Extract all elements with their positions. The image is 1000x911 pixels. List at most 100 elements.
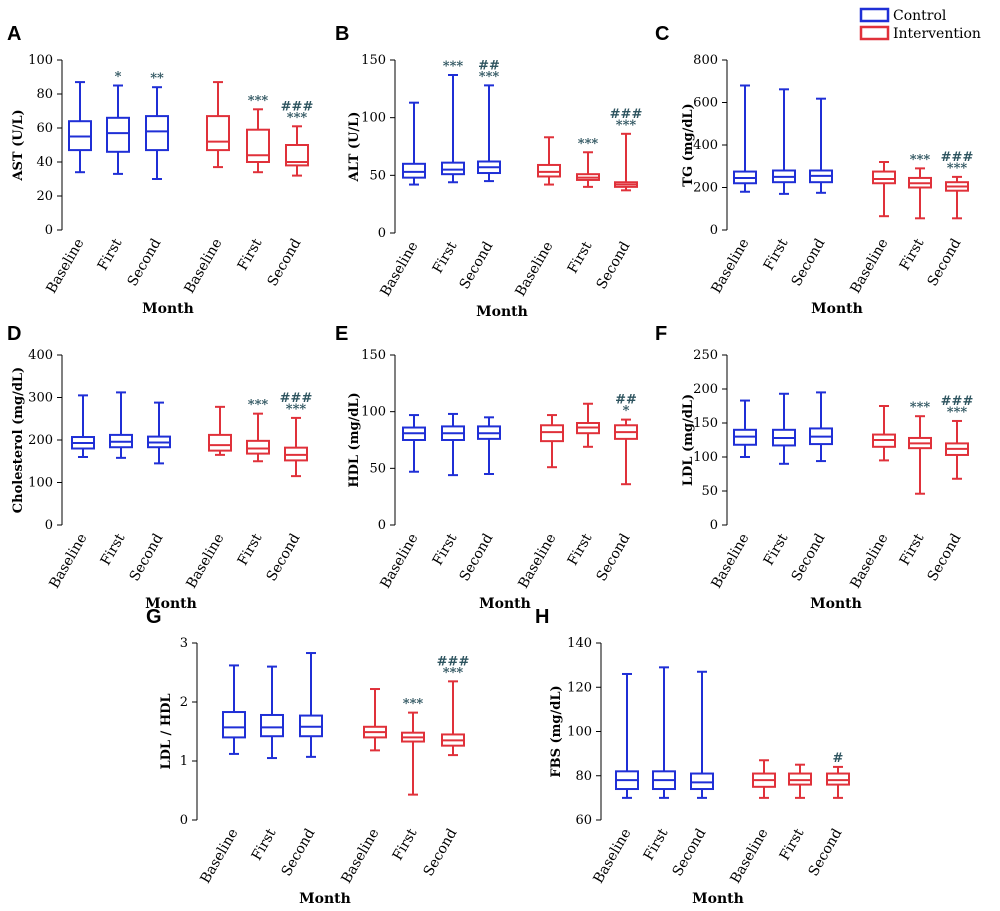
x-tick-label: Second bbox=[789, 236, 829, 289]
y-tick-label: 140 bbox=[567, 636, 592, 651]
x-tick-label: Baseline bbox=[46, 531, 90, 591]
panel-letter: F bbox=[655, 323, 667, 345]
significance-mark: *** bbox=[403, 697, 424, 712]
y-tick-label: 100 bbox=[361, 405, 386, 420]
box-control-3 bbox=[809, 391, 833, 463]
y-tick-label: 600 bbox=[693, 96, 718, 111]
box-intervention-3: ###*** bbox=[941, 150, 974, 220]
box-control-3 bbox=[477, 416, 501, 475]
legend-label-control: Control bbox=[893, 8, 947, 24]
box-control-2 bbox=[260, 665, 284, 760]
x-tick-label: First bbox=[761, 236, 792, 274]
y-tick-label: 50 bbox=[369, 461, 386, 476]
x-tick-label: Second bbox=[127, 531, 167, 584]
box-intervention-1 bbox=[537, 136, 561, 186]
y-tick-label: 400 bbox=[28, 348, 53, 363]
box-iqr bbox=[788, 772, 812, 786]
y-tick-label: 0 bbox=[378, 226, 386, 241]
x-tick-label: Second bbox=[421, 826, 461, 879]
legend-label-intervention: Intervention bbox=[893, 26, 981, 42]
y-tick-label: 80 bbox=[575, 769, 592, 784]
box-iqr bbox=[145, 115, 169, 152]
box-control-2 bbox=[772, 88, 796, 195]
box-control-1 bbox=[222, 664, 246, 755]
y-tick-label: 0 bbox=[45, 223, 53, 238]
significance-mark: ## bbox=[615, 393, 637, 408]
box-intervention-3: ###*** bbox=[610, 107, 642, 192]
y-tick-label: 80 bbox=[36, 87, 53, 102]
box-control-2 bbox=[441, 412, 465, 477]
box-iqr bbox=[441, 161, 465, 176]
x-tick-label: First bbox=[897, 236, 928, 274]
y-tick-label: 120 bbox=[567, 680, 592, 695]
significance-mark: ### bbox=[941, 150, 974, 165]
y-tick-label: 60 bbox=[36, 121, 53, 136]
y-axis-title: FBS (mg/dL) bbox=[549, 685, 564, 777]
box-iqr bbox=[872, 170, 896, 185]
x-tick-label: Baseline bbox=[847, 236, 891, 296]
y-tick-label: 20 bbox=[36, 189, 53, 204]
box-control-1 bbox=[68, 81, 92, 174]
y-tick-label: 50 bbox=[369, 168, 386, 183]
x-tick-label: First bbox=[390, 826, 421, 864]
significance-mark: *** bbox=[616, 118, 637, 133]
x-tick-label: Baseline bbox=[512, 239, 556, 299]
significance-mark: * bbox=[623, 404, 630, 419]
significance-mark: *** bbox=[248, 398, 269, 413]
x-tick-label: Second bbox=[594, 239, 634, 292]
box-iqr bbox=[402, 162, 426, 179]
x-tick-label: Baseline bbox=[181, 236, 225, 296]
x-tick-label: Baseline bbox=[377, 239, 421, 299]
panel-letter: B bbox=[335, 23, 349, 45]
box-intervention-3: ###*** bbox=[437, 654, 469, 757]
x-tick-label: Baseline bbox=[590, 826, 634, 886]
panel-letter: A bbox=[7, 23, 21, 45]
box-iqr bbox=[540, 424, 564, 443]
x-tick-label: Baseline bbox=[197, 826, 241, 886]
x-tick-label: Baseline bbox=[708, 531, 752, 591]
box-iqr bbox=[260, 713, 284, 738]
x-axis-title: Month bbox=[811, 301, 863, 317]
x-tick-label: Baseline bbox=[338, 826, 382, 886]
box-control-3: ** bbox=[145, 71, 169, 180]
box-control-1 bbox=[733, 84, 757, 193]
y-tick-label: 40 bbox=[36, 155, 53, 170]
y-tick-label: 100 bbox=[567, 725, 592, 740]
y-axis-title: LDL (mg/dL) bbox=[681, 394, 696, 486]
significance-mark: *** bbox=[443, 59, 464, 74]
significance-mark: *** bbox=[910, 152, 931, 167]
y-tick-label: 200 bbox=[28, 433, 53, 448]
y-tick-label: 150 bbox=[361, 53, 386, 68]
x-tick-label: Second bbox=[806, 826, 846, 879]
x-tick-label: Second bbox=[279, 826, 319, 879]
x-tick-label: Second bbox=[457, 531, 497, 584]
panel-f: F 0 50 100 150 200 250 LDL (mg/dL) Month Baseline… bbox=[655, 323, 973, 612]
x-tick-label: First bbox=[641, 826, 672, 864]
box-intervention-1 bbox=[363, 688, 387, 752]
box-iqr bbox=[537, 163, 561, 178]
y-tick-label: 400 bbox=[693, 138, 718, 153]
y-tick-label: 200 bbox=[693, 181, 718, 196]
x-tick-label: First bbox=[565, 239, 596, 277]
x-tick-label: First bbox=[430, 531, 461, 569]
y-tick-label: 800 bbox=[693, 53, 718, 68]
significance-mark: ### bbox=[941, 394, 974, 409]
x-tick-label: Second bbox=[789, 531, 829, 584]
x-tick-label: Second bbox=[264, 531, 304, 584]
x-axis-title: Month bbox=[810, 596, 862, 612]
box-intervention-1 bbox=[208, 405, 232, 456]
box-intervention-2: *** bbox=[908, 152, 932, 220]
y-axis-title: HDL (mg/dL) bbox=[347, 392, 362, 487]
box-iqr bbox=[826, 772, 850, 786]
significance-mark: * bbox=[115, 70, 122, 85]
x-axis-title: Month bbox=[479, 596, 531, 612]
box-iqr bbox=[285, 144, 309, 167]
x-tick-label: First bbox=[761, 531, 792, 569]
box-control-3: ##*** bbox=[477, 58, 501, 183]
box-intervention-1 bbox=[206, 81, 230, 169]
box-intervention-3: ###*** bbox=[281, 99, 313, 177]
significance-mark: *** bbox=[947, 405, 968, 420]
